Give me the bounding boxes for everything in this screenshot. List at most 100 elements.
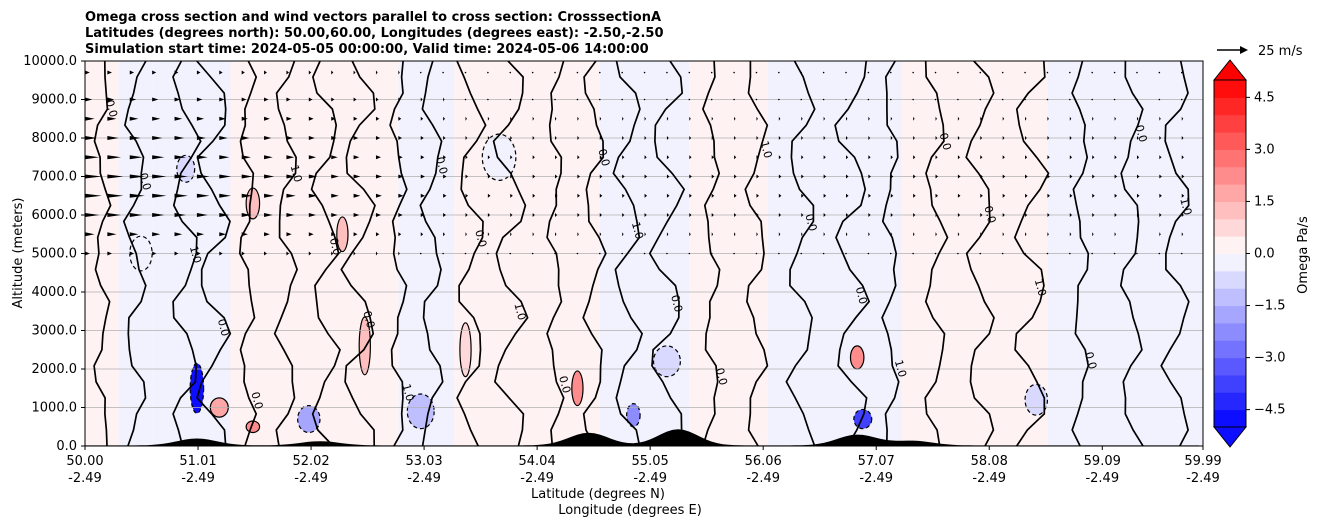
contour-line	[196, 61, 232, 446]
wind-vector	[643, 252, 646, 255]
wind-vector	[420, 174, 425, 179]
wind-vector	[1181, 232, 1184, 237]
wind-vector	[644, 174, 648, 179]
wind-vector	[555, 232, 557, 237]
wind-vector	[419, 252, 422, 255]
wind-vector	[487, 232, 490, 237]
wind-vector	[846, 155, 849, 160]
contour-line	[1071, 61, 1090, 446]
wind-vector	[465, 116, 467, 121]
wind-vector	[219, 97, 225, 102]
wind-vector	[644, 193, 648, 198]
wind-vector	[644, 116, 646, 121]
omega-cell	[297, 404, 321, 434]
wind-vector	[1092, 155, 1095, 160]
wind-vector	[264, 97, 269, 102]
wind-vector	[934, 98, 937, 101]
wind-vector	[107, 136, 119, 140]
wind-vector	[688, 252, 691, 255]
x-tick-label-lon: -2.49	[294, 471, 328, 486]
colorbar-tick-label: −4.5	[1254, 403, 1286, 418]
wind-vector	[219, 251, 223, 256]
wind-vector	[1046, 71, 1049, 74]
wind-vector	[555, 174, 558, 179]
wind-vector	[1113, 71, 1116, 74]
wind-vector	[129, 155, 143, 160]
wind-vector	[85, 213, 100, 217]
y-tick-label: 7000.0	[32, 170, 78, 185]
wind-vector	[755, 98, 758, 101]
wind-vector	[509, 98, 512, 101]
wind-vector	[375, 193, 382, 198]
wind-vector	[913, 174, 916, 179]
wind-vector	[286, 193, 296, 198]
contour-line	[492, 61, 529, 446]
wind-vector	[1092, 193, 1095, 198]
wind-vector	[1136, 136, 1139, 140]
wind-vector	[219, 116, 227, 121]
wind-vector	[196, 155, 208, 160]
wind-vector	[510, 155, 513, 160]
wind-vector	[85, 174, 102, 179]
wind-vector	[822, 98, 825, 101]
wind-vector	[286, 251, 290, 256]
omega-cell	[336, 216, 349, 253]
wind-vector	[219, 174, 232, 179]
wind-vector	[487, 193, 491, 198]
wind-vector	[957, 232, 960, 237]
wind-vector	[308, 155, 317, 160]
wind-vector	[85, 251, 90, 256]
wind-vector	[375, 116, 380, 121]
wind-vector	[331, 174, 339, 179]
wind-vector	[1069, 213, 1072, 217]
wind-vector	[353, 232, 358, 237]
wind-vector	[577, 116, 579, 121]
wind-vector	[196, 174, 210, 179]
wind-vector	[778, 136, 781, 140]
wind-vector	[823, 213, 826, 217]
wind-vector	[666, 252, 668, 255]
wind-vector	[666, 155, 670, 160]
wind-vector	[398, 116, 402, 121]
omega-contour-lines: 0.0 0.0 1.0 0.0 0.0 1.0 0.0 0.0 1.0 0.0 0.0 1.0 0.0 0…	[93, 61, 1194, 446]
wind-vector	[957, 116, 960, 121]
wind-vector	[846, 213, 849, 217]
wind-vector	[890, 213, 893, 217]
x-tick-label-lat: 59.09	[1084, 454, 1121, 469]
wind-vector	[487, 174, 491, 179]
x-tick-label-lat: 53.03	[405, 454, 442, 469]
wind-vector	[1136, 213, 1140, 217]
wind-vector	[129, 174, 145, 179]
wind-vector	[465, 136, 468, 140]
wind-vector	[1069, 71, 1071, 74]
wind-vector	[689, 193, 692, 198]
wind-vector	[1136, 252, 1138, 255]
wind-vector	[822, 71, 825, 74]
wind-vector	[980, 136, 983, 140]
wind-vector	[868, 174, 871, 179]
wind-vector	[1114, 193, 1118, 198]
wind-vector	[889, 98, 892, 101]
omega-cell	[571, 370, 584, 407]
contour-line	[419, 61, 444, 446]
wind-vector	[196, 97, 203, 102]
wind-vector	[219, 136, 228, 140]
chart-title-line-1: Omega cross section and wind vectors par…	[85, 10, 661, 25]
contour-label: 0.0	[937, 131, 954, 151]
wind-vector	[599, 136, 602, 140]
wind-vector	[666, 193, 670, 198]
wind-vector	[353, 136, 359, 140]
wind-vector	[1158, 98, 1161, 101]
contour-line	[965, 61, 995, 446]
wind-vector	[1136, 232, 1139, 237]
wind-vector	[196, 70, 201, 75]
contour-line	[1160, 61, 1190, 446]
wind-vector	[688, 71, 691, 74]
wind-vector	[1114, 116, 1117, 121]
wind-vector	[375, 97, 379, 102]
wind-vector	[711, 136, 714, 140]
wind-vector	[174, 251, 179, 256]
contour-line	[310, 61, 341, 446]
wind-vector	[487, 155, 491, 160]
wind-vector	[1025, 193, 1028, 198]
